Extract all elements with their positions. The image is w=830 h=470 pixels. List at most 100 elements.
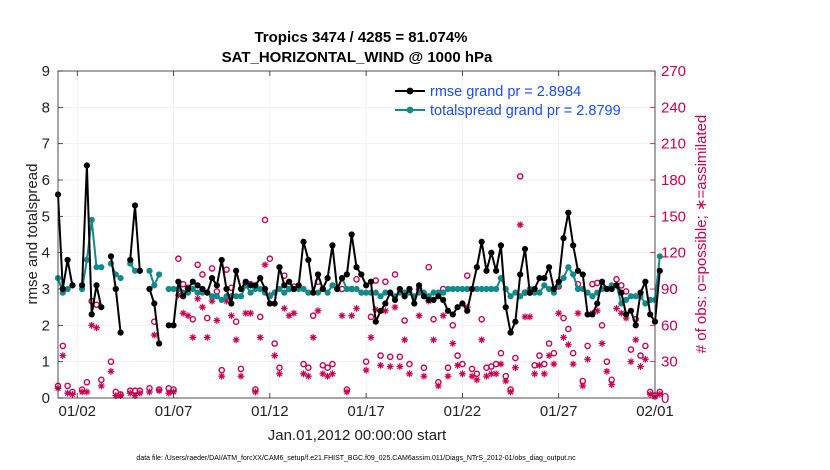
- rmse-point: [454, 304, 461, 311]
- totalspread-point: [464, 285, 471, 293]
- y-right-tick-label: 210: [661, 136, 686, 153]
- assimilated-obs-marker: [598, 340, 606, 347]
- totalspread-point: [473, 285, 480, 293]
- rmse-point: [367, 278, 375, 285]
- totalspread-point: [83, 256, 90, 264]
- assimilated-obs-marker: [536, 361, 543, 369]
- rmse-point: [430, 296, 437, 303]
- possible-obs-marker: [463, 272, 471, 279]
- assimilated-obs-marker: [439, 312, 447, 320]
- rmse-point: [565, 209, 572, 216]
- possible-obs-marker: [377, 352, 384, 359]
- rmse-point: [584, 311, 591, 318]
- asterisk-stroke: [137, 390, 143, 396]
- rmse-point: [343, 271, 350, 278]
- asterisk-stroke: [348, 312, 355, 319]
- assimilated-obs-marker: [545, 352, 553, 360]
- assimilated-obs-marker: [203, 334, 211, 341]
- data-file-footnote: data file: /Users/raeder/DAI/ATM_forcXX/…: [136, 455, 576, 462]
- assimilated-obs-marker: [473, 376, 481, 384]
- rmse-point: [478, 238, 485, 245]
- totalspread-point: [642, 300, 649, 307]
- y-right-tick-label: 60: [661, 317, 678, 334]
- totalspread-point: [170, 285, 177, 293]
- assimilated-obs-marker: [189, 334, 197, 341]
- asterisk-stroke: [560, 334, 567, 341]
- rmse-point: [372, 318, 379, 325]
- possible-obs-marker: [430, 315, 437, 323]
- totalspread-point: [623, 296, 630, 303]
- assimilated-obs-marker: [396, 363, 404, 370]
- rmse-point: [334, 285, 341, 293]
- rmse-point: [579, 271, 586, 278]
- possible-obs-marker: [454, 352, 461, 359]
- asterisk-stroke: [84, 389, 90, 395]
- totalspread-point: [565, 264, 572, 271]
- rmse-point: [64, 256, 71, 264]
- assimilated-obs-marker: [584, 355, 591, 363]
- assimilated-obs-marker: [227, 312, 235, 320]
- assimilated-obs-marker: [386, 363, 394, 370]
- y-axis-right-label: # of obs: o=possible; ∗=assimilated: [693, 115, 710, 354]
- asterisk-stroke: [522, 314, 528, 320]
- totalspread-point: [218, 296, 225, 303]
- rmse-point: [627, 307, 635, 314]
- rmse-point: [632, 322, 639, 329]
- asterisk-stroke: [242, 310, 249, 317]
- totalspread-point: [233, 293, 240, 300]
- rmse-point: [218, 256, 225, 264]
- rmse-point: [78, 282, 86, 289]
- possible-obs-marker: [266, 255, 274, 263]
- totalspread-point: [372, 289, 379, 296]
- possible-obs-marker: [98, 376, 105, 384]
- assimilated-obs-marker: [468, 372, 476, 380]
- totalspread-point: [276, 285, 283, 293]
- assimilated-obs-marker: [550, 360, 558, 368]
- rmse-series: [54, 162, 663, 347]
- assimilated-obs-marker: [69, 390, 76, 398]
- x-tick-label: 01/02: [58, 403, 96, 420]
- legend: rmse grand pr = 2.8984 totalspread grand…: [395, 84, 621, 119]
- assimilated-obs-marker: [478, 336, 486, 344]
- rmse-point: [184, 285, 192, 293]
- assimilated-obs-marker: [251, 388, 259, 396]
- asterisk-stroke: [502, 378, 509, 384]
- rmse-point: [237, 285, 245, 293]
- rmse-point: [98, 304, 105, 311]
- assimilated-obs-marker: [516, 221, 524, 229]
- rmse-point: [285, 278, 293, 285]
- asterisk-stroke: [257, 334, 264, 341]
- totalspread-point: [488, 285, 495, 293]
- rmse-point: [623, 311, 630, 318]
- totalspread-point: [305, 289, 312, 296]
- rmse-point: [319, 285, 326, 293]
- rmse-point: [637, 289, 644, 296]
- rmse-point: [266, 300, 273, 307]
- possible-obs-marker: [468, 365, 476, 373]
- y-tick-label: 6: [42, 172, 50, 189]
- totalspread-point: [449, 285, 456, 293]
- assimilated-obs-marker: [261, 261, 269, 269]
- asterisk-stroke: [233, 337, 239, 343]
- rmse-point: [420, 293, 428, 300]
- rmse-point: [88, 311, 95, 318]
- assimilated-obs-marker: [348, 312, 356, 320]
- y-right-tick-label: 240: [661, 99, 686, 116]
- totalspread-point: [521, 289, 529, 296]
- possible-obs-marker: [459, 360, 466, 368]
- asterisk-stroke: [401, 337, 408, 343]
- assimilated-obs-marker: [324, 372, 332, 380]
- rmse-point: [324, 275, 331, 282]
- asterisk-stroke: [594, 307, 601, 314]
- possible-obs-marker: [309, 312, 317, 319]
- y-tick-label: 0: [42, 390, 50, 407]
- totalspread-point: [353, 285, 360, 293]
- assimilated-obs-marker: [603, 367, 611, 375]
- rmse-point: [488, 249, 495, 256]
- asterisk-stroke: [194, 295, 201, 302]
- asterisk-stroke: [599, 340, 605, 347]
- rmse-point: [281, 282, 288, 289]
- asterisk-stroke: [209, 298, 215, 304]
- assimilated-obs-marker: [338, 312, 346, 320]
